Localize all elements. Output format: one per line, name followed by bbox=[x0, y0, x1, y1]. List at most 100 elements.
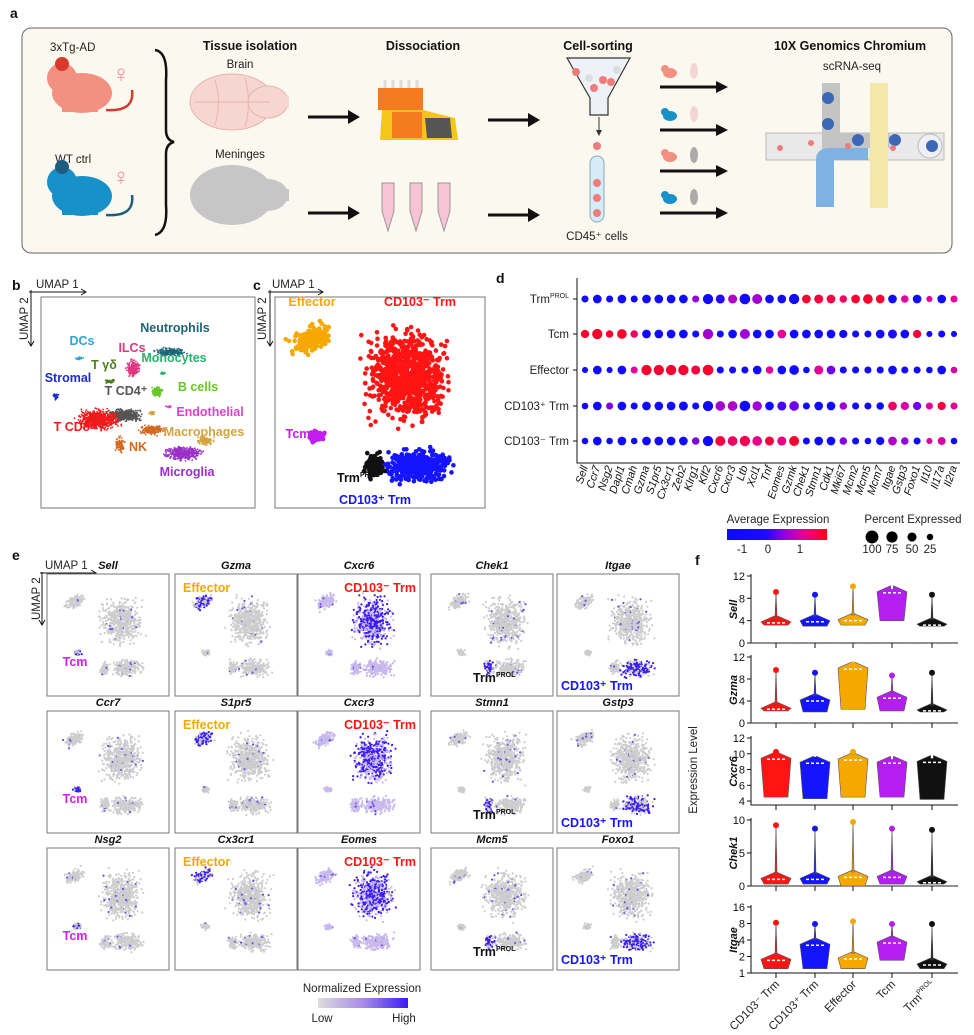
umap-point bbox=[132, 361, 135, 364]
dot-cdk1 bbox=[826, 401, 836, 411]
umap-point bbox=[156, 392, 159, 394]
umap-point bbox=[125, 369, 128, 372]
dot-gzmk bbox=[788, 293, 800, 305]
dot-stmn1 bbox=[814, 329, 824, 339]
dot-xcl1 bbox=[752, 436, 763, 446]
dot-klf2 bbox=[702, 400, 714, 412]
umap-point bbox=[386, 353, 391, 359]
umap-point bbox=[111, 378, 114, 381]
umap-point bbox=[183, 447, 186, 449]
dot-chek1 bbox=[802, 294, 811, 304]
cell-point bbox=[112, 643, 115, 646]
umap-point bbox=[54, 398, 57, 401]
umap-point bbox=[380, 465, 385, 470]
umap-point bbox=[165, 353, 168, 355]
colorbar-segment bbox=[817, 529, 820, 540]
umap-point bbox=[368, 348, 374, 354]
umap-point bbox=[100, 416, 102, 419]
dot-dapl1 bbox=[617, 401, 627, 411]
umap-point bbox=[153, 395, 156, 397]
colorbar-tick: 0 bbox=[765, 544, 771, 556]
umap-point bbox=[426, 361, 432, 366]
umap-point bbox=[139, 409, 142, 412]
umap-point bbox=[393, 363, 398, 369]
umap-point bbox=[120, 437, 123, 439]
cell-point bbox=[106, 598, 109, 601]
umap-point bbox=[125, 418, 128, 421]
umap-point bbox=[418, 392, 423, 398]
umap-point bbox=[185, 456, 187, 458]
dot-gstp3 bbox=[900, 329, 910, 339]
colorbar-segment bbox=[732, 529, 735, 540]
umap-point bbox=[429, 409, 435, 414]
umap-point bbox=[119, 435, 122, 437]
colorbar-segment bbox=[759, 529, 763, 540]
umap-point bbox=[117, 444, 120, 447]
umap-point bbox=[430, 405, 436, 410]
cell-point bbox=[107, 611, 110, 614]
colorbar-segment bbox=[822, 529, 825, 540]
umap-point bbox=[198, 452, 200, 455]
colorbar-segment bbox=[757, 529, 760, 540]
umap-point bbox=[174, 354, 177, 357]
dot-cmah bbox=[630, 366, 638, 374]
umap-point bbox=[180, 452, 183, 455]
umap-point bbox=[195, 449, 197, 452]
umap-point bbox=[130, 359, 133, 361]
dot-zeb2 bbox=[678, 364, 689, 376]
umap-point bbox=[138, 370, 141, 372]
umap-point bbox=[188, 449, 191, 451]
dot-sell bbox=[581, 366, 589, 374]
umap-point bbox=[57, 394, 60, 396]
umap-point bbox=[395, 475, 401, 481]
umap-point bbox=[55, 396, 58, 398]
umap-point bbox=[179, 458, 182, 461]
dot-s1pr5 bbox=[654, 436, 664, 446]
umap-point bbox=[319, 340, 325, 346]
umap-point bbox=[402, 338, 408, 344]
colorbar-segment bbox=[819, 529, 823, 540]
dot-il10 bbox=[925, 402, 933, 410]
umap-point bbox=[92, 410, 95, 413]
size-legend-dot bbox=[907, 532, 917, 542]
cell-point bbox=[114, 634, 118, 638]
cluster-label: T CD8⁺ bbox=[54, 420, 97, 434]
colorbar-segment bbox=[804, 529, 808, 540]
umap-point bbox=[408, 374, 414, 379]
arrow-head bbox=[716, 124, 728, 136]
umap-point bbox=[436, 472, 442, 477]
umap-point bbox=[199, 453, 202, 455]
umap-point bbox=[153, 350, 156, 353]
umap-point bbox=[181, 353, 184, 355]
umap1-axis-label: UMAP 1 bbox=[272, 279, 315, 291]
umap-point bbox=[395, 358, 401, 364]
color-legend-title: Average Expression bbox=[727, 514, 830, 526]
umap-point bbox=[164, 405, 167, 407]
cell-point bbox=[98, 610, 101, 613]
umap-point bbox=[423, 374, 429, 379]
umap-point bbox=[97, 415, 99, 418]
umap-point bbox=[386, 450, 391, 455]
size-legend-title: Percent Expressed bbox=[864, 514, 961, 526]
dot-ccr7 bbox=[592, 294, 602, 304]
dot-nsg2 bbox=[606, 437, 613, 445]
umap-point bbox=[197, 450, 200, 453]
dot-mki67 bbox=[839, 437, 848, 445]
arrow-head bbox=[716, 165, 728, 177]
10x-genomics-title: 10X Genomics Chromium bbox=[774, 39, 926, 53]
umap-point bbox=[88, 412, 91, 414]
cluster-label-effector-text: Effector bbox=[288, 295, 335, 309]
umap-point bbox=[161, 352, 164, 354]
umap-point bbox=[118, 415, 120, 418]
umap-point bbox=[311, 339, 317, 345]
cell-point bbox=[134, 596, 137, 600]
umap-point bbox=[183, 351, 186, 354]
umap-point bbox=[193, 456, 196, 458]
cell-point bbox=[136, 612, 139, 615]
umap-point bbox=[137, 429, 140, 431]
umap-point bbox=[110, 419, 113, 421]
colorbar-segment bbox=[797, 529, 800, 540]
umap-point bbox=[404, 372, 410, 378]
umap-point bbox=[380, 408, 385, 413]
